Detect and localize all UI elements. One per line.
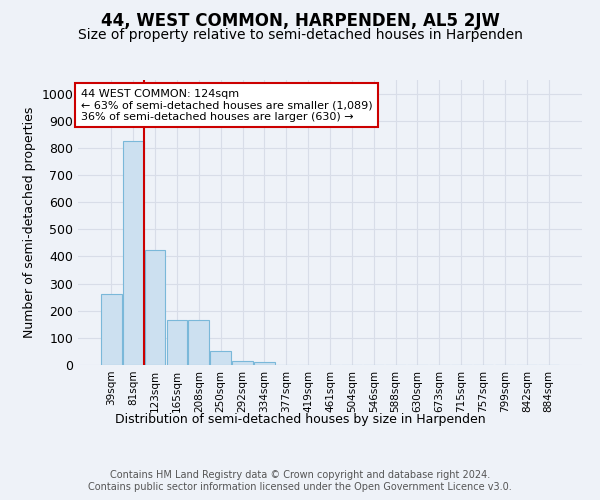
Text: Contains HM Land Registry data © Crown copyright and database right 2024.
Contai: Contains HM Land Registry data © Crown c… (88, 470, 512, 492)
Text: Distribution of semi-detached houses by size in Harpenden: Distribution of semi-detached houses by … (115, 412, 485, 426)
Text: Size of property relative to semi-detached houses in Harpenden: Size of property relative to semi-detach… (77, 28, 523, 42)
Bar (254, 362, 275, 365)
Bar (145, 250, 166, 365)
Y-axis label: Number of semi-detached properties: Number of semi-detached properties (23, 107, 36, 338)
Bar (232, 361, 253, 365)
Bar (188, 320, 209, 365)
Bar (210, 351, 231, 365)
Bar (101, 294, 122, 365)
Bar (123, 141, 143, 365)
Text: 44 WEST COMMON: 124sqm
← 63% of semi-detached houses are smaller (1,089)
36% of : 44 WEST COMMON: 124sqm ← 63% of semi-det… (80, 88, 372, 122)
Text: 44, WEST COMMON, HARPENDEN, AL5 2JW: 44, WEST COMMON, HARPENDEN, AL5 2JW (101, 12, 499, 30)
Bar (167, 320, 187, 365)
